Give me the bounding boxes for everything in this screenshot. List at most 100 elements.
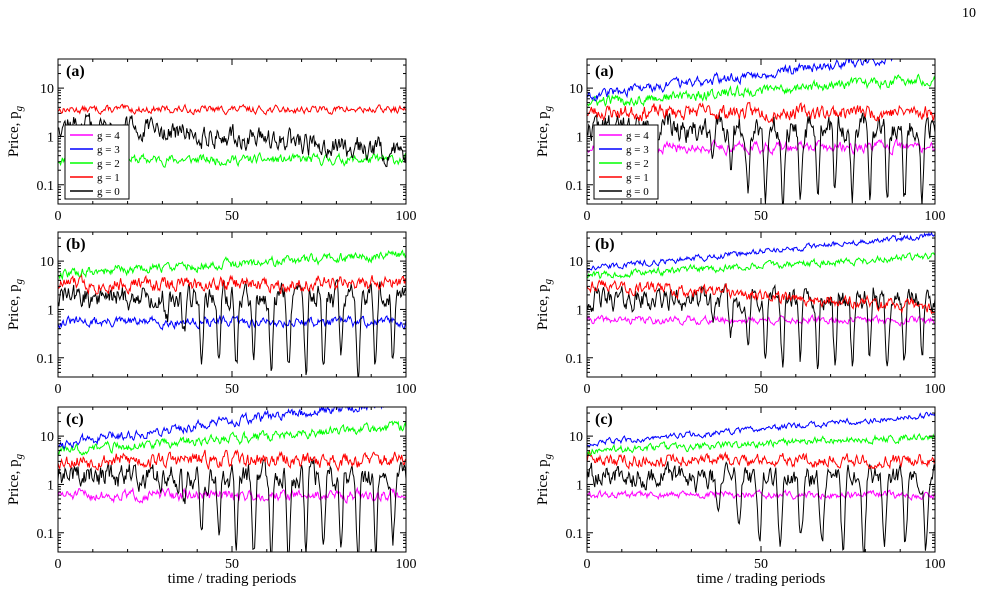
series-line-g1 <box>587 101 935 124</box>
x-axis-label: time / trading periods <box>697 571 826 587</box>
legend-label: g = 4 <box>626 130 649 142</box>
y-tick-label: 0.1 <box>37 179 55 194</box>
x-tick-label: 100 <box>925 209 946 224</box>
series-line-g4 <box>587 314 935 327</box>
y-axis-label-subscript: g <box>542 453 554 459</box>
y-axis-label: Price, pg <box>6 105 25 157</box>
legend-label: g = 4 <box>97 130 120 142</box>
series-line-g3 <box>58 314 406 331</box>
y-tick-label: 10 <box>40 255 54 270</box>
series-group <box>58 249 406 377</box>
panel-3: 0 50 100 0.1 1 10 Price, pg (b) <box>6 231 417 397</box>
y-axis-label-subscript: g <box>542 105 554 111</box>
y-tick-label: 1 <box>576 478 583 493</box>
x-tick-label: 100 <box>925 382 946 397</box>
legend-box <box>593 124 659 200</box>
page-number: 10 <box>962 6 976 21</box>
y-axis-label: Price, pg <box>6 453 25 505</box>
y-tick-label: 1 <box>576 303 583 318</box>
plot-frame <box>57 231 407 378</box>
series-line-g4 <box>58 486 406 504</box>
y-tick-label: 0.1 <box>37 527 55 542</box>
legend-label: g = 1 <box>626 172 649 184</box>
y-tick-label: 10 <box>569 82 583 97</box>
x-tick-label: 0 <box>55 382 62 397</box>
legend-label: g = 2 <box>626 158 649 170</box>
y-axis-label: Price, pg <box>535 105 554 157</box>
series-line-g3 <box>58 407 386 450</box>
panel-label: (c) <box>66 411 84 428</box>
x-tick-label: 50 <box>754 209 768 224</box>
series-group <box>587 411 935 552</box>
x-tick-label: 100 <box>396 557 417 572</box>
series-line-g2 <box>587 73 935 108</box>
series-line-g0 <box>587 110 935 204</box>
y-axis-label: Price, pg <box>6 278 25 330</box>
y-tick-label: 1 <box>47 478 54 493</box>
y-axis-label: Price, pg <box>535 453 554 505</box>
series-line-g1 <box>58 272 406 295</box>
series-line-g3 <box>587 59 923 102</box>
x-tick-label: 50 <box>225 382 239 397</box>
series-line-g0 <box>58 278 406 377</box>
y-axis-label-subscript: g <box>542 278 554 284</box>
panel-5: 0 50 100 0.1 1 10 Price, pg time / trading peri… <box>6 406 417 587</box>
series-line-g3 <box>587 411 935 448</box>
panel-label: (c) <box>595 411 613 428</box>
legend-label: g = 3 <box>97 144 120 156</box>
legend-label: g = 0 <box>97 186 120 198</box>
series-line-g2 <box>587 432 935 457</box>
y-axis-label-subscript: g <box>13 105 25 111</box>
y-tick-label: 0.1 <box>566 527 584 542</box>
x-tick-label: 0 <box>584 557 591 572</box>
y-axis-label-subscript: g <box>13 278 25 284</box>
legend-label: g = 1 <box>97 172 120 184</box>
series-line-g1 <box>587 279 935 315</box>
panel-1: 0 50 100 0.1 1 10 Price, pg (a) g = 4 g = 3 g = 2 g… <box>6 58 417 224</box>
y-tick-label: 0.1 <box>37 352 55 367</box>
panel-4: 0 50 100 0.1 1 10 Price, pg (b) <box>535 231 946 397</box>
panel-label: (b) <box>66 236 86 253</box>
x-tick-label: 0 <box>584 209 591 224</box>
series-line-g4 <box>587 488 935 502</box>
series-group <box>58 407 406 552</box>
y-axis-label-subscript: g <box>13 453 25 459</box>
x-tick-label: 100 <box>396 382 417 397</box>
x-tick-label: 100 <box>396 209 417 224</box>
x-tick-label: 0 <box>55 557 62 572</box>
panel-6: 0 50 100 0.1 1 10 Price, pg time / trading peri… <box>535 406 946 587</box>
y-tick-label: 0.1 <box>566 179 584 194</box>
series-line-g0 <box>587 461 935 552</box>
series-line-g2 <box>587 252 935 280</box>
series-line-g3 <box>587 232 935 271</box>
x-tick-label: 50 <box>754 557 768 572</box>
x-tick-label: 50 <box>225 557 239 572</box>
legend-label: g = 0 <box>626 186 649 198</box>
y-tick-label: 0.1 <box>566 352 584 367</box>
panel-label: (a) <box>595 63 614 80</box>
series-line-g0 <box>587 283 935 370</box>
series-line-g2 <box>58 420 406 456</box>
x-tick-label: 0 <box>584 382 591 397</box>
x-tick-label: 50 <box>754 382 768 397</box>
series-line-g1 <box>58 449 406 472</box>
x-tick-label: 50 <box>225 209 239 224</box>
y-axis-label: Price, pg <box>535 278 554 330</box>
y-tick-label: 10 <box>569 430 583 445</box>
series-group <box>587 232 935 370</box>
x-tick-label: 100 <box>925 557 946 572</box>
legend-box <box>64 124 130 200</box>
panel-2: 0 50 100 0.1 1 10 Price, pg (a) g = 4 g = 3 g = 2 g… <box>535 58 946 224</box>
legend-label: g = 2 <box>97 158 120 170</box>
x-tick-label: 0 <box>55 209 62 224</box>
y-tick-label: 10 <box>40 82 54 97</box>
x-axis-label: time / trading periods <box>168 571 297 587</box>
legend-label: g = 3 <box>626 144 649 156</box>
series-line-g2 <box>58 249 406 281</box>
y-tick-label: 10 <box>569 255 583 270</box>
y-tick-label: 10 <box>40 430 54 445</box>
y-tick-label: 1 <box>576 130 583 145</box>
series-line-g1 <box>587 449 935 470</box>
panel-label: (b) <box>595 236 615 253</box>
